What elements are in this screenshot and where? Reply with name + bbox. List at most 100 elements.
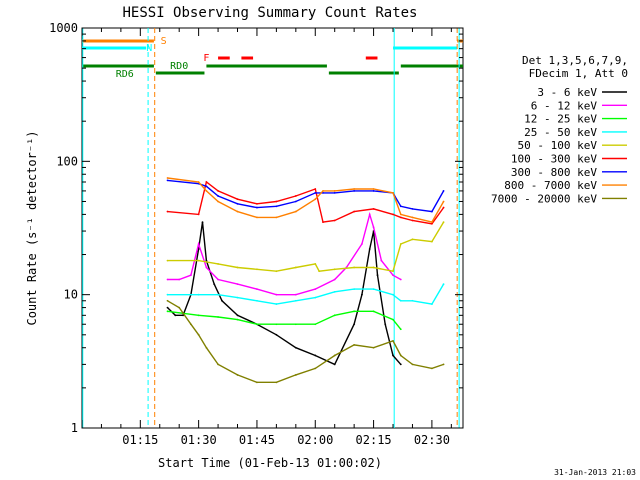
state-bar-label: N xyxy=(146,43,152,54)
data-point xyxy=(166,259,169,262)
data-point xyxy=(217,200,219,203)
data-point xyxy=(275,205,278,208)
data-point xyxy=(411,299,414,302)
data-point xyxy=(314,198,317,201)
data-point xyxy=(442,200,445,203)
data-point xyxy=(314,288,317,291)
state-bar-label: S xyxy=(161,36,167,47)
data-point xyxy=(178,278,181,281)
data-point xyxy=(442,206,445,209)
data-point xyxy=(376,274,379,277)
data-point xyxy=(411,219,414,222)
data-point xyxy=(236,266,239,269)
data-point xyxy=(314,354,317,357)
data-point xyxy=(372,310,375,313)
data-point xyxy=(442,363,445,366)
data-point xyxy=(236,318,239,321)
legend-label: 800 - 7000 keV xyxy=(504,179,597,192)
data-point xyxy=(392,213,394,216)
data-point xyxy=(333,363,336,366)
state-bars: SN F RD0 RD6 xyxy=(82,28,463,428)
legend-label: 7000 - 20000 keV xyxy=(491,192,597,205)
data-point xyxy=(166,210,169,213)
data-point xyxy=(256,381,258,384)
data-point xyxy=(294,293,297,296)
data-point xyxy=(372,288,375,291)
state-bar-label: F xyxy=(203,53,209,64)
data-point xyxy=(236,210,239,213)
chart-title: HESSI Observing Summary Count Rates xyxy=(122,5,417,21)
data-point xyxy=(333,190,336,192)
data-point xyxy=(294,210,297,213)
data-point xyxy=(399,205,402,208)
data-point xyxy=(322,191,324,194)
data-point xyxy=(353,310,356,313)
data-point xyxy=(174,314,177,317)
data-point xyxy=(205,259,208,262)
data-point xyxy=(217,316,219,318)
data-point xyxy=(236,314,239,317)
data-point xyxy=(314,191,317,194)
data-point xyxy=(430,367,433,370)
data-point xyxy=(294,299,297,302)
data-point xyxy=(361,243,363,245)
state-bar-label: RD6 xyxy=(116,69,134,80)
x-tick-label: 02:15 xyxy=(356,433,392,447)
data-point xyxy=(256,206,258,209)
data-point xyxy=(217,363,219,366)
data-point xyxy=(221,299,223,302)
data-point xyxy=(256,323,258,326)
data-point xyxy=(411,238,414,241)
plot-frame xyxy=(81,27,464,429)
data-point xyxy=(399,213,402,216)
data-point xyxy=(275,303,278,305)
data-point xyxy=(392,270,394,273)
data-point xyxy=(399,328,402,331)
data-point xyxy=(256,268,258,271)
data-point xyxy=(314,367,317,370)
data-point xyxy=(353,288,356,291)
data-point xyxy=(333,290,336,293)
y-tick-label: 1 xyxy=(71,421,78,435)
data-point xyxy=(166,299,169,302)
series-line-8 xyxy=(167,300,444,383)
data-point xyxy=(166,278,169,281)
legend-label: 100 - 300 keV xyxy=(511,153,597,166)
data-point xyxy=(275,333,278,336)
data-point xyxy=(197,243,200,245)
data-point xyxy=(217,293,219,296)
data-point xyxy=(314,263,317,265)
data-point xyxy=(256,202,258,205)
data-point xyxy=(353,190,356,192)
data-point xyxy=(333,191,336,194)
data-point xyxy=(353,266,356,269)
data-point xyxy=(333,354,336,357)
data-point xyxy=(166,310,169,313)
data-point xyxy=(166,177,169,179)
y-tick-label: 1000 xyxy=(49,21,78,35)
data-point xyxy=(399,299,402,302)
series-line-7 xyxy=(167,177,445,223)
data-point xyxy=(442,221,445,224)
legend-header: FDecim 1, Att 0 xyxy=(529,67,628,80)
data-point xyxy=(314,296,317,299)
data-point xyxy=(392,293,394,296)
y-tick-label: 10 xyxy=(64,288,78,302)
data-point xyxy=(353,188,356,190)
data-point xyxy=(236,198,239,201)
data-point xyxy=(189,323,192,326)
legend-label: 3 - 6 keV xyxy=(537,86,597,99)
data-point xyxy=(275,293,278,296)
series-line-2 xyxy=(167,310,402,330)
legend: Det 1,3,5,6,7,9,FDecim 1, Att 0 3 - 6 keV… xyxy=(491,54,628,205)
data-point xyxy=(361,293,363,296)
data-point xyxy=(380,259,383,262)
data-point xyxy=(197,293,200,296)
series-line-0 xyxy=(167,221,402,366)
data-point xyxy=(236,296,239,299)
data-point xyxy=(275,381,278,384)
data-point xyxy=(236,202,239,205)
series-lines xyxy=(166,177,445,384)
data-point xyxy=(205,346,208,349)
axes: 1 10 100 1000 01:15 01:30 01:45 02:00 02:15 02:30 xyxy=(49,21,463,447)
